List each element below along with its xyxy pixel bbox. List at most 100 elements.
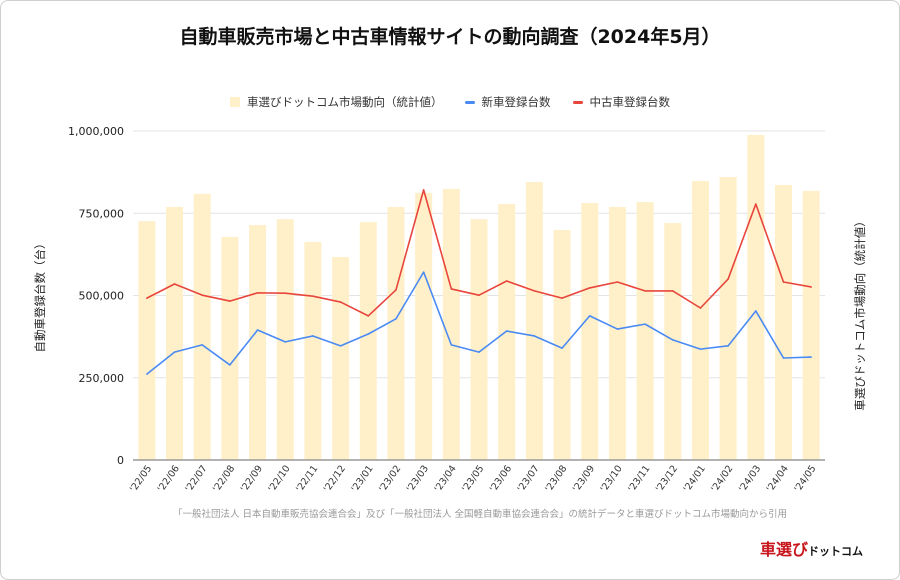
data-point (671, 290, 674, 292)
bar (774, 184, 792, 460)
x-tick-label: '23/01 (350, 463, 376, 494)
data-point (533, 290, 536, 292)
x-tick-label: '23/04 (433, 463, 459, 494)
data-point (422, 189, 425, 191)
data-point (422, 271, 425, 273)
x-tick-label: '24/02 (709, 463, 735, 494)
bar (691, 181, 709, 460)
data-point (339, 301, 342, 303)
x-tick-label: '22/11 (294, 463, 320, 494)
x-tick-label: '22/07 (183, 463, 209, 494)
logo-part1: 車選び (760, 540, 809, 559)
data-point (616, 281, 619, 283)
legend-item-used-car[interactable]: 中古車登録台数 (572, 94, 671, 110)
data-point (699, 348, 702, 350)
bar (249, 225, 267, 460)
data-point (201, 344, 203, 346)
legend-swatch-line (572, 100, 583, 104)
legend-label: 中古車登録台数 (589, 95, 671, 109)
data-point (561, 297, 563, 299)
bar (553, 230, 571, 460)
data-point (478, 351, 480, 353)
x-tick-label: '22/08 (211, 463, 237, 494)
x-tick-label: '23/03 (405, 463, 431, 494)
bar (193, 193, 211, 461)
legend-item-new-car[interactable]: 新車登録台数 (464, 94, 551, 110)
y-tick-label: 0 (117, 454, 124, 467)
bar (359, 222, 377, 460)
legend-swatch-line (464, 100, 475, 104)
bar (802, 190, 820, 461)
bar (221, 236, 239, 460)
bar (166, 206, 184, 460)
x-tick-label: '23/07 (516, 463, 542, 494)
legend-label: 新車登録台数 (481, 95, 551, 109)
bar (747, 134, 765, 460)
data-point (671, 339, 674, 341)
y-tick-label: 1,000,000 (68, 125, 124, 138)
x-tick-label: '23/08 (543, 463, 569, 494)
data-point (395, 289, 397, 291)
y-tick-label: 500,000 (79, 290, 125, 303)
x-tick-label: '23/12 (654, 463, 680, 494)
y-tick-label: 250,000 (79, 372, 125, 385)
data-point (616, 328, 619, 330)
data-point (755, 310, 757, 312)
data-point (588, 287, 591, 289)
data-point (644, 323, 646, 325)
bar (138, 221, 156, 460)
data-point (256, 329, 259, 331)
legend-item-market[interactable]: 車選びドットコム市場動向（統計値） (230, 94, 443, 110)
source-note: 「一般社団法人 日本自動車販売協会連合会」及び「一般社団法人 全国軽自動車協会連… (172, 509, 788, 520)
data-point (810, 356, 812, 358)
bar (442, 188, 460, 461)
x-tick-label: '23/06 (488, 463, 514, 494)
bar (525, 181, 543, 460)
x-tick-label: '23/11 (626, 463, 652, 494)
legend-label: 車選びドットコム市場動向（統計値） (247, 95, 443, 109)
data-point (727, 345, 729, 347)
data-point (229, 300, 231, 302)
bar (636, 202, 654, 460)
data-point (727, 278, 729, 280)
bar (387, 206, 405, 460)
y-tick-label: 750,000 (79, 207, 125, 220)
x-tick-label: '22/05 (128, 463, 154, 494)
bar (304, 241, 322, 460)
x-tick-label: '23/10 (599, 463, 625, 494)
data-point (284, 341, 287, 343)
x-tick-label: '22/09 (239, 463, 265, 494)
legend-swatch-bar (230, 97, 240, 107)
data-point (201, 294, 203, 296)
data-point (505, 330, 508, 332)
data-point (173, 283, 176, 285)
x-tick-label: '24/05 (792, 463, 818, 494)
data-point (755, 203, 757, 205)
bar (470, 219, 488, 460)
x-tick-label: '23/09 (571, 463, 597, 494)
data-point (173, 351, 176, 353)
data-point (312, 335, 314, 337)
data-point (588, 315, 591, 317)
data-point (561, 347, 563, 349)
data-point (395, 318, 397, 320)
logo-part2: ドットコム (808, 545, 864, 558)
brand-logo: 車選びドットコム (760, 536, 863, 560)
data-point (505, 280, 508, 282)
data-point (782, 357, 785, 359)
chart-title: 自動車販売市場と中古車情報サイトの動向調査（2024年5月） (179, 26, 721, 48)
data-point (450, 288, 453, 290)
x-tick-label: '23/05 (460, 463, 486, 494)
bar (415, 192, 433, 461)
x-tick-label: '24/03 (737, 463, 763, 494)
data-point (644, 290, 646, 292)
data-point (478, 294, 480, 296)
data-point (256, 292, 259, 294)
data-point (339, 345, 342, 347)
data-point (367, 315, 370, 317)
data-point (146, 373, 148, 375)
bar (332, 257, 350, 460)
x-tick-label: '22/12 (322, 463, 348, 494)
data-point (782, 281, 785, 283)
legend: 車選びドットコム市場動向（統計値） 新車登録台数 中古車登録台数 (0, 94, 900, 110)
